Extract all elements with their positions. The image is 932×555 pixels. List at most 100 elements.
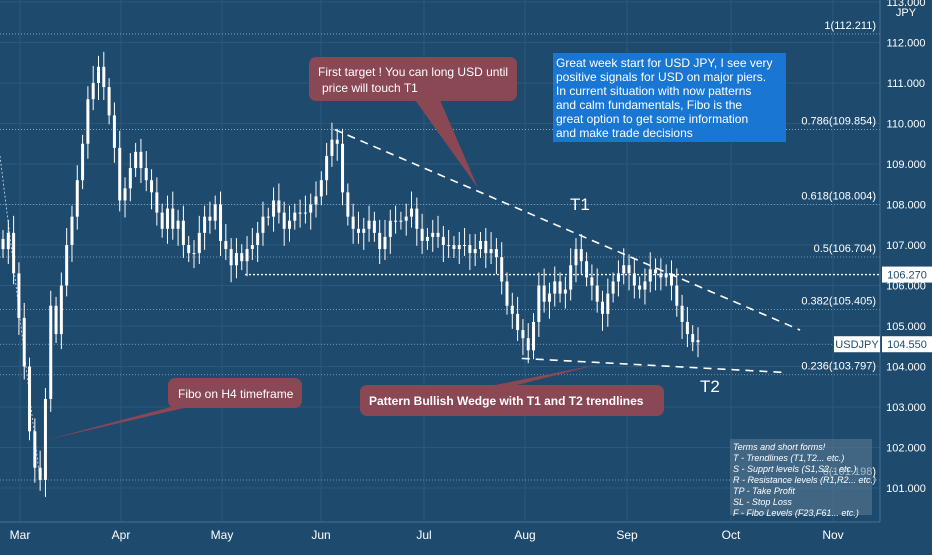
candle-body xyxy=(606,293,610,314)
last-price-tag xyxy=(882,336,932,353)
candlesticks xyxy=(1,51,700,497)
x-tick-label: Apr xyxy=(112,528,131,542)
candle-body xyxy=(563,289,567,294)
x-tick-label: Sep xyxy=(616,528,638,542)
candle-body xyxy=(415,208,419,229)
candle-body xyxy=(388,220,392,237)
candle-body xyxy=(49,305,53,399)
candle-body xyxy=(96,66,100,83)
terms-legend-box[interactable]: Terms and short forms! T - Trendlines (T… xyxy=(730,439,876,518)
candle-body xyxy=(532,321,536,351)
info-line: and make trade decisions xyxy=(556,126,693,140)
candle-body xyxy=(165,208,169,229)
first-target-callout-text-line2: price will touch T1 xyxy=(322,81,418,95)
first-target-callout[interactable]: First target ! You can long USD until pr… xyxy=(309,57,517,101)
candle-body xyxy=(28,366,32,432)
candle-body xyxy=(632,273,636,286)
candle-body xyxy=(266,216,270,218)
candle-body xyxy=(118,147,122,201)
candle-body xyxy=(1,238,5,250)
candle-body xyxy=(447,245,451,246)
trendline-t2 xyxy=(521,357,787,374)
candle-body xyxy=(298,212,302,214)
candle-body xyxy=(330,139,334,156)
legend-line: Terms and short forms! xyxy=(733,442,826,452)
candle-body xyxy=(314,196,318,205)
info-line: great option to get some information xyxy=(556,112,748,126)
candle-body xyxy=(516,313,520,331)
candle-body xyxy=(452,245,456,250)
candle-body xyxy=(38,467,42,480)
candle-body xyxy=(579,249,583,262)
candle-body xyxy=(664,273,668,278)
candle-body xyxy=(601,301,605,314)
fib-level-label: 1(112.211) xyxy=(824,20,876,32)
legend-line: SL - Stop Loss xyxy=(733,497,792,507)
candle-body xyxy=(553,281,557,294)
candle-body xyxy=(362,228,366,233)
candle-body xyxy=(685,321,689,335)
candle-body xyxy=(410,208,414,217)
fibo-callout[interactable]: Fibo on H4 timeframe xyxy=(168,378,302,408)
symbol-tag xyxy=(834,336,880,353)
analysis-info-box[interactable]: Great week start for USD JPY, I see very… xyxy=(553,53,786,142)
trendline-label-t1: T1 xyxy=(570,195,590,214)
candle-body xyxy=(224,240,228,250)
y-tick-label: 106.000 xyxy=(886,281,926,293)
candle-body xyxy=(659,273,663,278)
pattern-callout[interactable]: Pattern Bullish Wedge with T1 and T2 tre… xyxy=(360,385,664,416)
candle-body xyxy=(102,66,106,88)
candle-body xyxy=(219,204,223,241)
candle-body xyxy=(457,245,461,250)
x-tick-label: May xyxy=(211,528,234,542)
candle-body xyxy=(622,265,626,274)
candle-body xyxy=(627,265,631,274)
pattern-callout-text: Pattern Bullish Wedge with T1 and T2 tre… xyxy=(369,394,644,408)
candle-body xyxy=(12,232,16,274)
candle-body xyxy=(585,261,589,278)
candle-body xyxy=(691,334,695,343)
candle-body xyxy=(250,245,254,250)
candle-body xyxy=(75,180,79,217)
candle-body xyxy=(187,245,191,254)
info-line: In current situation with now patterns xyxy=(556,84,751,98)
candle-body xyxy=(341,143,345,193)
candle-body xyxy=(17,273,21,318)
x-tick-label: Nov xyxy=(822,528,843,542)
y-tick-label: 102.000 xyxy=(886,443,926,455)
candle-body xyxy=(526,338,530,351)
time-axis-panel xyxy=(0,522,932,550)
candle-body xyxy=(441,236,445,245)
candle-body xyxy=(203,216,207,233)
trendlines xyxy=(334,128,801,374)
terms-legend-box-bg xyxy=(730,439,872,515)
candle-body xyxy=(43,398,47,480)
x-tick-label: Jun xyxy=(311,528,330,542)
candle-body xyxy=(558,281,562,294)
candle-body xyxy=(356,228,360,233)
candle-body xyxy=(643,281,647,290)
trendline-t1 xyxy=(334,128,801,331)
candle-body xyxy=(478,240,482,250)
candle-body xyxy=(648,269,652,282)
candle-body xyxy=(638,285,642,290)
candle-body xyxy=(669,273,673,286)
candle-body xyxy=(590,277,594,286)
candle-body xyxy=(351,216,355,229)
candle-body xyxy=(303,212,307,214)
candle-body xyxy=(378,232,382,250)
candle-body xyxy=(229,249,233,266)
candle-body xyxy=(160,212,164,229)
candle-body xyxy=(425,236,429,241)
candle-body xyxy=(112,115,116,148)
candle-body xyxy=(420,228,424,241)
candle-body xyxy=(463,245,467,246)
candle-body xyxy=(346,192,350,217)
symbol-tag-text: USDJPY xyxy=(835,339,879,351)
candle-body xyxy=(696,340,700,343)
candle-body xyxy=(293,212,297,221)
candle-body xyxy=(325,155,329,181)
candle-body xyxy=(213,204,217,221)
candle-body xyxy=(372,220,376,233)
